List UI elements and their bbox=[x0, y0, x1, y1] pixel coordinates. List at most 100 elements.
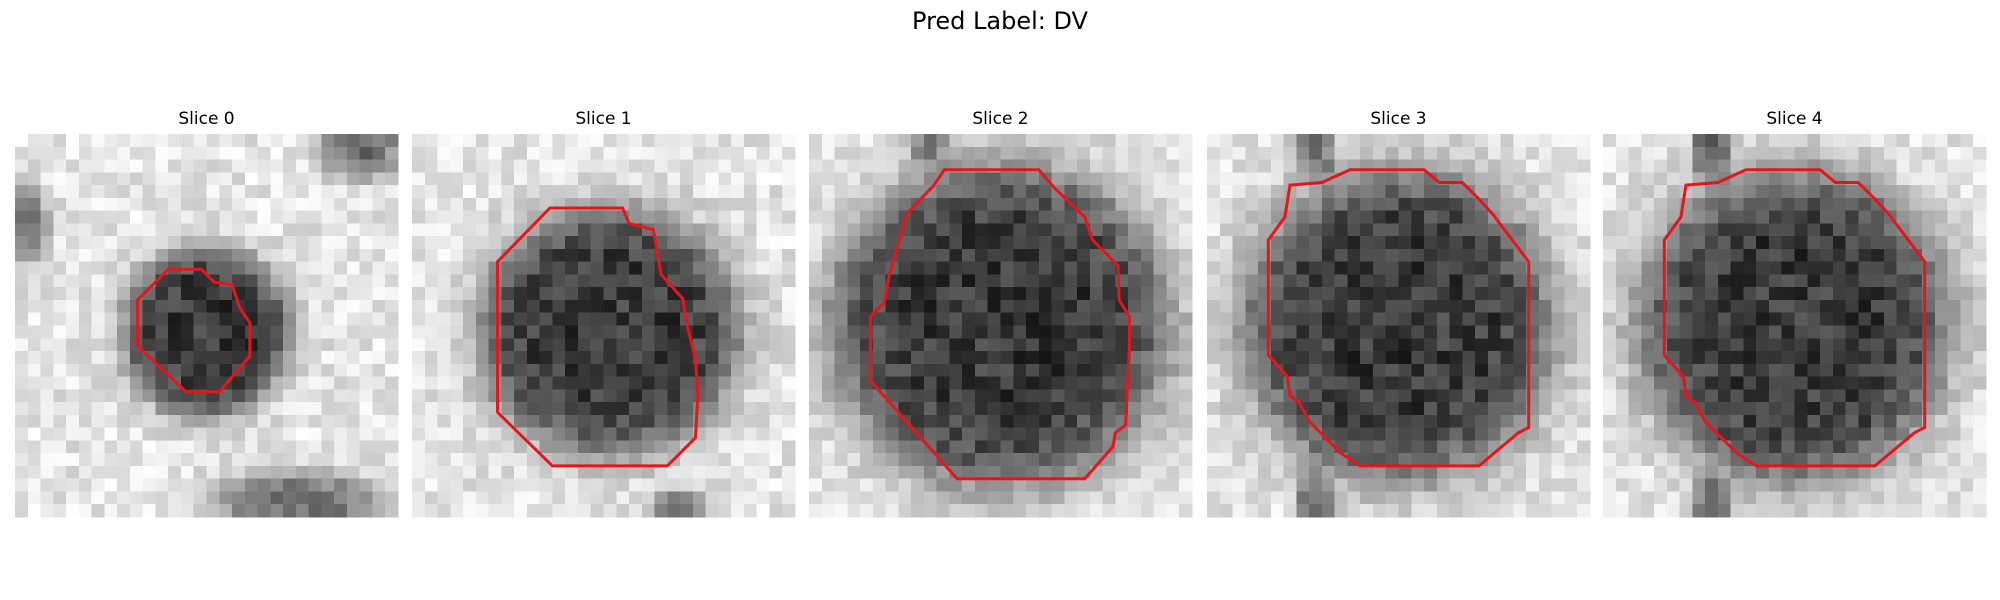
pixel bbox=[1449, 134, 1463, 148]
pixel bbox=[1768, 261, 1783, 276]
pixel bbox=[1692, 197, 1706, 212]
pixel bbox=[1730, 414, 1745, 429]
pixel bbox=[244, 134, 259, 148]
pixel bbox=[1858, 223, 1872, 237]
pixel bbox=[1871, 363, 1885, 378]
pixel bbox=[385, 376, 399, 390]
pixel bbox=[1038, 299, 1053, 314]
pixel bbox=[129, 453, 144, 467]
pixel bbox=[1219, 210, 1234, 224]
pixel bbox=[1179, 504, 1193, 518]
pixel bbox=[1768, 223, 1783, 237]
pixel bbox=[782, 427, 796, 441]
pixel bbox=[1064, 287, 1078, 301]
pixel bbox=[565, 402, 579, 416]
pixel bbox=[1705, 325, 1719, 339]
pixel bbox=[987, 440, 1002, 454]
pixel bbox=[923, 248, 938, 263]
pixel bbox=[1064, 172, 1078, 186]
pixel bbox=[372, 236, 386, 250]
pixel bbox=[475, 389, 490, 403]
pixel bbox=[756, 325, 771, 339]
pixel bbox=[885, 414, 899, 429]
pixel bbox=[91, 159, 105, 173]
pixel bbox=[885, 440, 899, 454]
pixel bbox=[1794, 236, 1808, 250]
pixel bbox=[641, 351, 656, 365]
pixel bbox=[283, 210, 297, 224]
pixel bbox=[412, 274, 426, 288]
pixel bbox=[809, 478, 823, 493]
pixel bbox=[1705, 185, 1719, 199]
pixel bbox=[756, 338, 771, 352]
pixel bbox=[821, 299, 836, 314]
pixel bbox=[667, 236, 681, 250]
pixel bbox=[1219, 236, 1234, 250]
pixel bbox=[1013, 478, 1027, 493]
pixel bbox=[359, 376, 374, 390]
pixel bbox=[1309, 261, 1323, 276]
pixel bbox=[821, 261, 836, 276]
pixel bbox=[1513, 287, 1527, 301]
pixel bbox=[1871, 248, 1885, 263]
pixel bbox=[117, 287, 131, 301]
pixel bbox=[1140, 478, 1155, 493]
pixel bbox=[1475, 338, 1489, 352]
pixel bbox=[1051, 402, 1065, 416]
pixel bbox=[1781, 325, 1796, 339]
pixel bbox=[1820, 363, 1834, 378]
pixel bbox=[117, 363, 131, 378]
pixel bbox=[974, 312, 989, 327]
pixel bbox=[1232, 363, 1246, 378]
pixel bbox=[1219, 159, 1234, 173]
pixel bbox=[539, 274, 554, 288]
pixel bbox=[257, 440, 271, 454]
pixel bbox=[1717, 248, 1732, 263]
pixel bbox=[1449, 478, 1463, 493]
pixel bbox=[232, 134, 246, 148]
pixel bbox=[488, 299, 502, 314]
pixel bbox=[911, 478, 925, 493]
pixel bbox=[1424, 504, 1438, 518]
pixel bbox=[104, 274, 118, 288]
pixel bbox=[1909, 197, 1923, 212]
pixel bbox=[514, 325, 528, 339]
pixel bbox=[1641, 504, 1655, 518]
pixel bbox=[987, 338, 1002, 352]
pixel bbox=[1462, 172, 1476, 186]
pixel bbox=[705, 351, 719, 365]
pixel bbox=[1102, 414, 1116, 429]
pixel bbox=[1628, 465, 1642, 480]
pixel bbox=[705, 287, 719, 301]
pixel bbox=[962, 440, 976, 454]
pixel bbox=[206, 236, 220, 250]
pixel bbox=[78, 261, 93, 276]
pixel bbox=[501, 453, 515, 467]
pixel bbox=[1858, 465, 1872, 480]
pixel bbox=[847, 299, 861, 314]
pixel bbox=[1730, 146, 1745, 161]
pixel bbox=[1000, 414, 1014, 429]
pixel bbox=[1115, 478, 1129, 493]
pixel bbox=[718, 351, 732, 365]
pixel bbox=[667, 325, 681, 339]
pixel bbox=[590, 223, 605, 237]
pixel bbox=[334, 325, 348, 339]
pixel bbox=[1166, 427, 1180, 441]
pixel bbox=[1077, 440, 1091, 454]
pixel bbox=[1128, 261, 1142, 276]
pixel bbox=[1603, 274, 1617, 288]
pixel bbox=[1756, 414, 1770, 429]
pixel bbox=[809, 402, 823, 416]
pixel bbox=[117, 312, 131, 327]
pixel bbox=[1666, 427, 1681, 441]
pixel bbox=[1922, 491, 1936, 505]
pixel bbox=[437, 491, 451, 505]
pixel bbox=[1679, 146, 1693, 161]
pixel bbox=[1219, 172, 1234, 186]
pixel bbox=[743, 236, 758, 250]
pixel bbox=[962, 223, 976, 237]
pixel bbox=[1628, 159, 1642, 173]
pixel bbox=[616, 440, 630, 454]
pixel bbox=[1038, 440, 1053, 454]
